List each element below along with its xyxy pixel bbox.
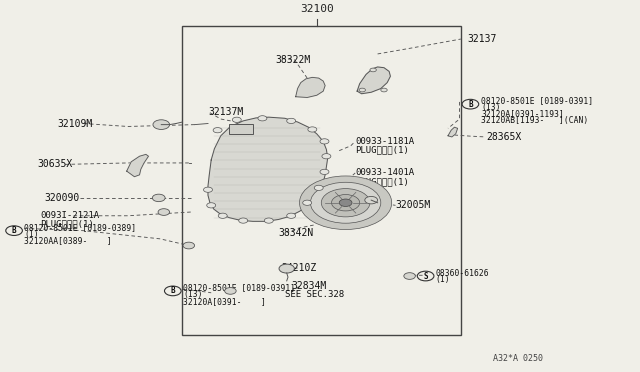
Text: S: S	[423, 272, 428, 280]
Text: 320090: 320090	[45, 193, 80, 203]
Circle shape	[322, 154, 331, 159]
Text: (1): (1)	[436, 275, 451, 284]
Text: PLUGプラグ(1): PLUGプラグ(1)	[355, 145, 409, 154]
Circle shape	[300, 176, 392, 230]
Circle shape	[370, 68, 376, 72]
Circle shape	[239, 218, 248, 223]
Circle shape	[314, 185, 323, 190]
Text: 32120AA[0389-    ]: 32120AA[0389- ]	[24, 237, 112, 246]
Circle shape	[264, 218, 273, 223]
Circle shape	[207, 203, 216, 208]
Text: 00933-1181A: 00933-1181A	[355, 137, 414, 146]
Circle shape	[365, 196, 378, 204]
Text: B: B	[170, 286, 175, 295]
Circle shape	[339, 199, 352, 206]
Circle shape	[404, 273, 415, 279]
Text: (13): (13)	[481, 103, 500, 112]
Text: 24210Z: 24210Z	[282, 263, 317, 273]
Text: 08360-61626: 08360-61626	[436, 269, 490, 278]
Text: 0093I-2121A: 0093I-2121A	[40, 211, 99, 220]
Circle shape	[279, 264, 294, 273]
Circle shape	[381, 88, 387, 92]
Text: 08120-8501E [0189-0389]: 08120-8501E [0189-0389]	[24, 223, 136, 232]
Text: 32120A[0391-1193]: 32120A[0391-1193]	[481, 109, 564, 118]
Bar	[182, 26, 461, 335]
Circle shape	[310, 182, 381, 223]
Circle shape	[258, 116, 267, 121]
Text: 32100: 32100	[300, 4, 333, 14]
Polygon shape	[208, 117, 328, 221]
Text: 32120A[0391-    ]: 32120A[0391- ]	[183, 297, 266, 306]
Circle shape	[153, 120, 170, 129]
Text: 32005M: 32005M	[396, 201, 431, 210]
Text: (13): (13)	[183, 290, 202, 299]
Text: 32137M: 32137M	[208, 107, 243, 116]
Text: 32834M: 32834M	[291, 282, 326, 291]
Text: PLUGプラグ(1): PLUGプラグ(1)	[40, 220, 94, 229]
Circle shape	[152, 194, 165, 202]
Circle shape	[158, 209, 170, 215]
Text: 08120-8501E [0189-0391]: 08120-8501E [0189-0391]	[481, 96, 593, 105]
Polygon shape	[448, 127, 458, 137]
Polygon shape	[296, 77, 325, 97]
Text: 08120-8501E [0189-0391]: 08120-8501E [0189-0391]	[183, 283, 295, 292]
Circle shape	[320, 169, 329, 174]
Polygon shape	[357, 67, 390, 94]
Circle shape	[303, 200, 312, 205]
Circle shape	[332, 195, 360, 211]
Text: 30635X: 30635X	[37, 160, 72, 169]
Circle shape	[308, 127, 317, 132]
Circle shape	[321, 189, 370, 217]
Circle shape	[218, 213, 227, 218]
Circle shape	[183, 242, 195, 249]
Polygon shape	[127, 154, 148, 177]
Text: (1): (1)	[24, 230, 39, 239]
Text: SEE SEC.328: SEE SEC.328	[285, 291, 344, 299]
Text: 38342N: 38342N	[278, 228, 314, 237]
Text: 00933-1401A: 00933-1401A	[355, 169, 414, 177]
Circle shape	[225, 288, 236, 294]
Text: B: B	[468, 100, 473, 109]
Circle shape	[204, 187, 212, 192]
Text: 32137: 32137	[467, 34, 497, 44]
Circle shape	[287, 213, 296, 218]
FancyBboxPatch shape	[229, 124, 253, 134]
Text: 32109M: 32109M	[58, 119, 93, 128]
Text: 28365X: 28365X	[486, 132, 522, 142]
Circle shape	[287, 118, 296, 124]
Circle shape	[232, 117, 241, 122]
Circle shape	[320, 139, 329, 144]
Text: A32*A 0250: A32*A 0250	[493, 354, 543, 363]
Text: 38322M: 38322M	[275, 55, 310, 64]
Text: PLUGプラグ(1): PLUGプラグ(1)	[355, 177, 409, 186]
Text: B: B	[12, 226, 17, 235]
Circle shape	[213, 128, 222, 133]
Circle shape	[359, 88, 365, 92]
Text: 32120AB[1193-   ](CAN): 32120AB[1193- ](CAN)	[481, 116, 589, 125]
